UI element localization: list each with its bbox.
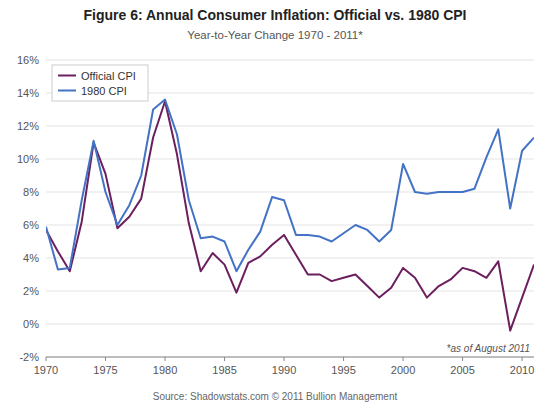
x-tick-label: 2000	[391, 364, 415, 376]
x-tick-label: 1990	[272, 364, 296, 376]
x-tick-label: 1970	[34, 364, 58, 376]
x-tick-label: 2005	[450, 364, 474, 376]
y-tick-label: -2%	[19, 351, 39, 363]
legend-box	[52, 65, 148, 101]
x-tick-label: 1980	[153, 364, 177, 376]
x-tick	[403, 357, 404, 361]
y-tick-label: 10%	[17, 153, 39, 165]
grid-line	[46, 258, 534, 259]
grid-line	[46, 126, 534, 127]
x-tick-label: 1985	[212, 364, 236, 376]
y-tick-label: 12%	[17, 120, 39, 132]
grid-line	[46, 159, 534, 160]
y-tick-label: 2%	[23, 285, 39, 297]
x-tick-label: 1975	[93, 364, 117, 376]
x-axis-line	[46, 357, 534, 358]
y-axis: -2% 0% 2% 4% 6% 8% 10% 12% 14% 16%	[17, 54, 534, 363]
background	[0, 0, 550, 409]
legend-swatch	[58, 90, 76, 92]
legend-swatch	[58, 75, 76, 77]
legend-label: 1980 CPI	[81, 85, 127, 97]
source: Source: Shadowstats.com © 2011 Bullion M…	[153, 391, 398, 402]
grid-line	[46, 357, 534, 358]
subtitle: Year-to-Year Change 1970 - 2011*	[187, 29, 363, 41]
line-series	[46, 100, 534, 272]
y-tick-label: 8%	[23, 186, 39, 198]
x-tick	[224, 357, 225, 361]
x-tick-label: 1995	[331, 364, 355, 376]
x-tick	[522, 357, 523, 361]
legend: Official CPI 1980 CPI	[52, 65, 148, 101]
y-tick-label: 14%	[17, 87, 39, 99]
x-tick	[165, 357, 166, 361]
grid-line	[46, 60, 534, 61]
x-tick	[343, 357, 344, 361]
title: Figure 6: Annual Consumer Inflation: Off…	[84, 7, 467, 23]
y-tick-label: 0%	[23, 318, 39, 330]
chart: Figure 6: Annual Consumer Inflation: Off…	[0, 0, 550, 409]
x-axis: 1970 1975 1980 1985 1990 1995 2000 2005 2010	[34, 357, 535, 376]
footnote: *as of August 2011	[447, 343, 530, 354]
legend-label: Official CPI	[81, 70, 136, 82]
x-tick	[105, 357, 106, 361]
series-group	[46, 100, 534, 331]
y-tick-label: 16%	[17, 54, 39, 66]
x-tick	[462, 357, 463, 361]
grid-line	[46, 291, 534, 292]
x-tick	[284, 357, 285, 361]
y-tick-label: 4%	[23, 252, 39, 264]
y-tick-label: 6%	[23, 219, 39, 231]
x-tick	[46, 357, 47, 361]
grid-line	[46, 324, 534, 325]
x-tick-label: 2010	[510, 364, 534, 376]
